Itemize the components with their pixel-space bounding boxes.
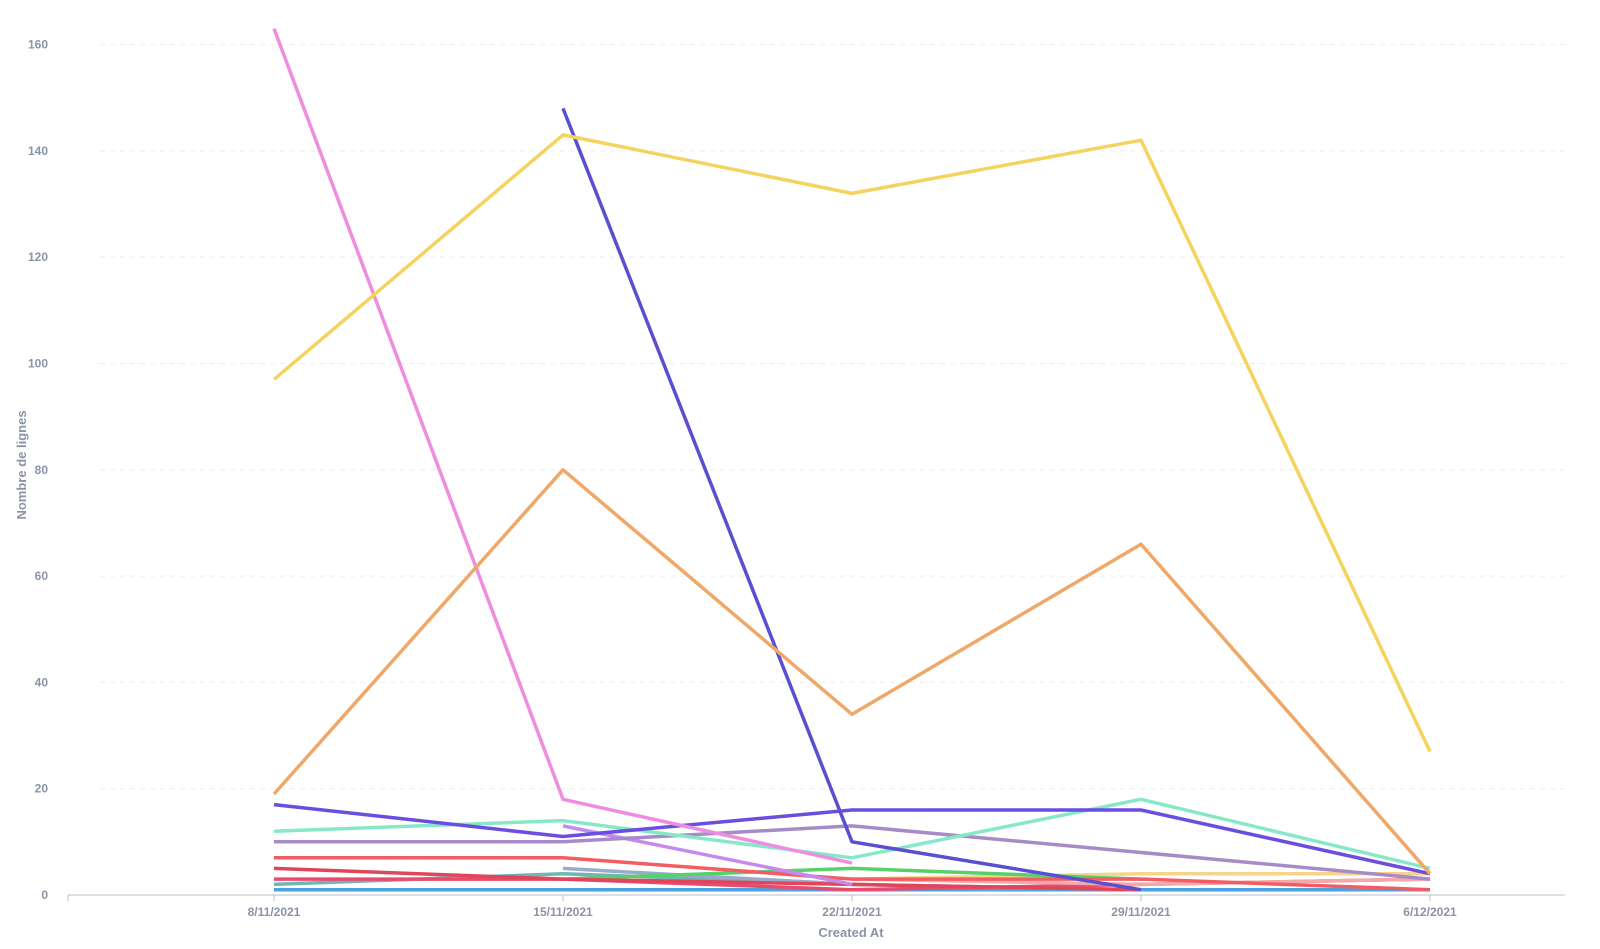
- axes: 0 20 40 60 80 100 120 140 160 8/11/2021 15/11/2021…: [28, 38, 1565, 919]
- series-line: [273, 802, 1431, 876]
- series-line: [273, 866, 1142, 892]
- x-tick-label: 29/11/2021: [1111, 905, 1171, 919]
- series-line: [272, 468, 1432, 875]
- y-tick-label: 20: [35, 782, 49, 796]
- y-tick-label: 40: [35, 675, 49, 689]
- y-tick-label: 0: [41, 888, 48, 902]
- y-tick-label: 120: [28, 250, 48, 264]
- series-line: [851, 871, 1430, 881]
- series-line: [272, 27, 853, 865]
- series-line: [562, 824, 853, 887]
- y-axis-title: Nombre de lignes: [14, 410, 29, 519]
- gridlines: [100, 44, 1565, 790]
- series-lines: [272, 27, 1432, 892]
- series-line: [274, 824, 1431, 881]
- y-tick-label: 160: [28, 38, 48, 52]
- series-line: [272, 133, 1432, 753]
- x-axis-title: Created At: [818, 925, 884, 940]
- y-tick-label: 60: [35, 569, 49, 583]
- series-line: [562, 866, 1142, 881]
- series-line: [274, 856, 1431, 892]
- series-line: [851, 877, 1431, 887]
- x-tick-label: 8/11/2021: [248, 905, 301, 919]
- series-line: [561, 107, 1142, 892]
- x-tick-label: 6/12/2021: [1403, 905, 1457, 919]
- x-tick-label: 22/11/2021: [822, 905, 882, 919]
- y-tick-label: 100: [28, 356, 48, 370]
- y-tick-label: 80: [35, 463, 49, 477]
- y-tick-label: 140: [28, 144, 48, 158]
- x-tick-label: 15/11/2021: [533, 905, 593, 919]
